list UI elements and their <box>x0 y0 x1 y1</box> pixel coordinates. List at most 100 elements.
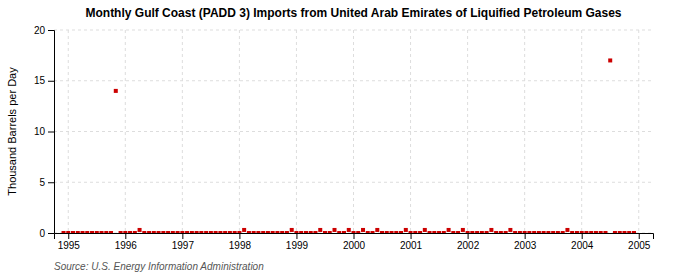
point <box>309 231 313 233</box>
tick-label: 1998 <box>229 240 252 251</box>
tick-label: 2001 <box>400 240 423 251</box>
grid-line <box>239 30 240 233</box>
tick-mark <box>48 81 54 82</box>
point <box>76 231 80 233</box>
point <box>190 231 194 233</box>
point <box>370 231 374 233</box>
point <box>90 231 94 233</box>
point <box>280 231 284 233</box>
point <box>114 89 118 93</box>
point <box>138 228 142 232</box>
point <box>128 231 132 233</box>
y-axis: 05101520 <box>34 25 55 239</box>
tick-mark <box>48 30 54 31</box>
point <box>489 228 493 232</box>
point <box>390 231 394 233</box>
tick: 1996 <box>115 233 138 251</box>
point <box>409 231 413 233</box>
point <box>513 231 517 233</box>
tick-label: 2003 <box>514 240 537 251</box>
point <box>447 228 451 232</box>
grid-line <box>54 80 653 81</box>
point <box>470 231 474 233</box>
point <box>266 231 270 233</box>
point <box>62 231 66 233</box>
point <box>451 231 455 233</box>
point <box>247 231 251 233</box>
point <box>109 231 113 233</box>
tick-label: 2005 <box>628 240 651 251</box>
point <box>399 231 403 233</box>
y-axis-title: Thousand Barrels per Day <box>6 67 18 196</box>
tick: 15 <box>34 75 54 86</box>
point <box>485 231 489 233</box>
point <box>313 231 317 233</box>
point <box>209 231 213 233</box>
point <box>285 231 289 233</box>
point <box>304 231 308 233</box>
tick-mark <box>125 233 126 239</box>
tick: 0 <box>39 228 54 239</box>
grid-line <box>54 30 653 31</box>
point <box>71 231 75 233</box>
tick-mark <box>68 233 69 239</box>
point <box>256 231 260 233</box>
tick: 10 <box>34 126 54 137</box>
point <box>580 231 584 233</box>
tick-label: 2004 <box>571 240 594 251</box>
point <box>404 228 408 232</box>
point <box>242 228 246 232</box>
point <box>333 228 337 232</box>
point <box>356 231 360 233</box>
point <box>537 231 541 233</box>
grid-line <box>353 30 354 233</box>
point <box>518 231 522 233</box>
point <box>418 231 422 233</box>
point <box>152 231 156 233</box>
point <box>199 231 203 233</box>
point <box>456 231 460 233</box>
point <box>318 228 322 232</box>
tick-label: 0 <box>39 228 45 239</box>
point <box>504 231 508 233</box>
point <box>252 231 256 233</box>
grid <box>54 30 653 233</box>
point <box>599 231 603 233</box>
point <box>185 231 189 233</box>
tick-label: 2002 <box>457 240 480 251</box>
point <box>323 231 327 233</box>
tick-label: 1997 <box>172 240 195 251</box>
tick-mark <box>48 132 54 133</box>
point <box>237 231 241 233</box>
tick: 1999 <box>286 233 309 251</box>
point <box>161 231 165 233</box>
point <box>223 231 227 233</box>
tick-label: 15 <box>34 75 46 86</box>
axis-line <box>55 234 654 240</box>
point <box>204 231 208 233</box>
tick: 2002 <box>457 233 480 251</box>
point <box>119 231 123 233</box>
point <box>337 231 341 233</box>
point <box>475 231 479 233</box>
point <box>542 231 546 233</box>
tick: 1997 <box>172 233 195 251</box>
point <box>627 231 631 233</box>
point <box>608 58 612 62</box>
point <box>546 231 550 233</box>
chart: 1995199619971998199920002001200220032004… <box>0 0 675 275</box>
point <box>527 231 531 233</box>
point <box>366 231 370 233</box>
point <box>261 231 265 233</box>
point <box>271 231 275 233</box>
point <box>166 231 170 233</box>
tick-label: 20 <box>34 25 46 36</box>
point <box>499 231 503 233</box>
point <box>142 231 146 233</box>
tick-label: 1996 <box>115 240 138 251</box>
grid-line <box>467 30 468 233</box>
point <box>171 231 175 233</box>
point <box>195 231 199 233</box>
point <box>361 228 365 232</box>
point <box>589 231 593 233</box>
